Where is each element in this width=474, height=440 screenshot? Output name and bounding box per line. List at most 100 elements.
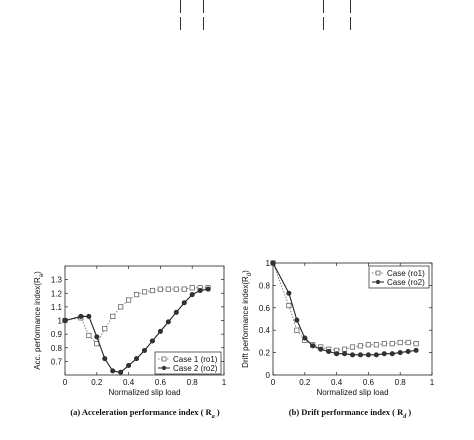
x-tick-label: 0.6	[155, 378, 167, 387]
series-point-circle	[165, 319, 171, 325]
series-point-square	[165, 286, 171, 292]
series-point-circle	[389, 351, 395, 357]
x-tick-label: 0.2	[91, 378, 103, 387]
series-point-square	[181, 286, 187, 292]
series-point-square	[349, 344, 356, 350]
legend-marker-square	[375, 270, 381, 276]
series-point-circle	[78, 313, 84, 319]
y-axis-label-text: Drift performance index(R	[241, 276, 250, 368]
y-axis-label-end: )	[33, 271, 42, 274]
caption-end: )	[215, 407, 220, 417]
top-tick-6	[350, 0, 351, 13]
x-tick-label: 0.4	[331, 378, 343, 387]
top-tick-3	[180, 17, 181, 30]
figure-caption: (b) Drift performance index ( Rd )	[289, 407, 412, 420]
series-point-circle	[373, 352, 379, 358]
series-point-circle	[397, 350, 403, 356]
series-point-circle	[142, 347, 148, 353]
series-point-square	[294, 327, 300, 333]
series-point-circle	[102, 356, 108, 362]
x-tick-label: 0	[63, 378, 68, 387]
series-point-square	[86, 332, 92, 339]
top-tick-4	[203, 17, 204, 30]
series-point-square	[405, 339, 411, 346]
series-point-circle	[62, 317, 68, 323]
legend-marker-circle	[161, 365, 167, 371]
series-point-square	[381, 341, 387, 347]
series-point-circle	[365, 352, 371, 358]
series-point-circle	[173, 309, 179, 315]
x-tick-label: 1	[430, 378, 435, 387]
caption-end: )	[406, 407, 411, 417]
x-tick-label: 0.8	[187, 378, 199, 387]
top-tick-5	[323, 0, 324, 13]
series-point-square	[102, 326, 108, 332]
series-point-circle	[149, 338, 155, 344]
series-point-square	[133, 292, 140, 298]
y-axis-label-end: )	[241, 270, 250, 273]
series-point-circle	[110, 368, 116, 374]
series-point-square	[118, 304, 124, 310]
y-axis-label-sub: d	[247, 273, 253, 276]
series-point-square	[126, 297, 132, 303]
series-point-circle	[357, 352, 363, 358]
series-point-square	[189, 285, 195, 291]
y-tick-label: 1.1	[51, 303, 63, 312]
legend-label: Case 2 (ro2)	[173, 364, 218, 373]
top-tick-1	[180, 0, 181, 13]
series-point-circle	[405, 348, 411, 354]
y-tick-label: 1.3	[51, 276, 63, 285]
series-point-circle	[302, 335, 308, 341]
series-point-circle	[318, 346, 324, 352]
series-point-square	[373, 342, 379, 348]
series-point-circle	[326, 348, 332, 354]
series-point-square	[413, 341, 419, 347]
legend: Case (ro1)Case (ro2)	[368, 265, 430, 289]
top-tick-8	[350, 17, 351, 30]
x-tick-label: 0.6	[363, 378, 375, 387]
x-tick-label: 0.2	[299, 378, 311, 387]
caption-sub: d	[403, 414, 407, 420]
x-tick-label: 0.4	[123, 378, 135, 387]
y-tick-label: 0.7	[51, 357, 63, 366]
legend-marker-circle	[375, 279, 381, 285]
series-point-circle	[381, 351, 387, 357]
y-axis-label-text: Acc. performance index(R	[33, 277, 42, 370]
y-tick-label: 0.4	[259, 326, 271, 335]
x-axis-label: Normalized slip load	[108, 388, 180, 397]
series-point-square	[389, 341, 395, 347]
series-point-circle	[286, 290, 292, 296]
y-tick-label: 0.8	[51, 344, 63, 353]
y-axis-label: Drift performance index(Rd)	[241, 270, 253, 368]
caption-text: (b) Drift performance index ( R	[289, 407, 404, 417]
x-tick-label: 0	[271, 378, 276, 387]
top-tick-2	[203, 0, 204, 13]
series-point-square	[141, 289, 148, 295]
plot-frame	[272, 262, 433, 376]
y-tick-label: 1	[266, 259, 271, 268]
series-point-square	[341, 346, 348, 352]
legend-marker-square	[161, 356, 167, 362]
y-tick-label: 0	[266, 371, 271, 380]
series-point-circle	[205, 286, 211, 292]
series-point-circle	[189, 292, 195, 298]
series-point-square	[149, 287, 156, 294]
caption-text: (a) Acceleration performance index ( R	[70, 407, 212, 417]
y-tick-label: 0.2	[259, 349, 271, 358]
legend-label: Case (ro1)	[387, 269, 425, 278]
series-point-square	[286, 302, 292, 309]
legend-box	[154, 351, 222, 375]
series-point-circle	[413, 347, 419, 353]
series-point-circle	[181, 300, 187, 306]
y-axis-label: Acc. performance index(Ra)	[33, 271, 45, 370]
x-axis-label: Normalized slip load	[316, 388, 388, 397]
x-tick-label: 0.8	[395, 378, 407, 387]
series-point-circle	[157, 328, 163, 334]
x-tick-label: 1	[222, 378, 227, 387]
series-point-circle	[118, 369, 124, 375]
legend-label: Case 1 (ro1)	[173, 355, 218, 364]
series-point-square	[110, 313, 116, 320]
chart-panel-1: 0 0.2 0.4 0.6 0.8 1 0.7 0.8 0.9 1 1.1 1.2 1.3 Normali…	[33, 265, 227, 420]
figure-caption: (a) Acceleration performance index ( Ra …	[70, 407, 220, 420]
